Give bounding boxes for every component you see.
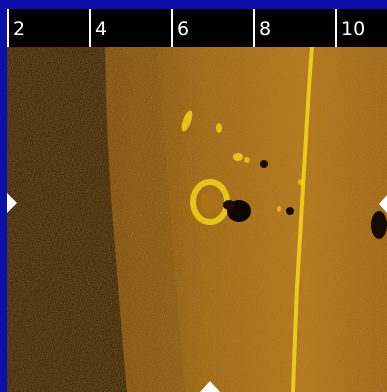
- range-ruler: 2 4 6 8 10: [7, 9, 387, 47]
- small-shadow: [260, 160, 268, 168]
- ruler-tick-10: [335, 9, 337, 47]
- small-return: [181, 110, 193, 132]
- small-return: [233, 153, 243, 161]
- small-shadow: [286, 207, 294, 215]
- ruler-label-2: 2: [13, 18, 26, 40]
- ruler-tick-8: [253, 9, 255, 47]
- ruler-tick-6: [171, 9, 173, 47]
- sonar-canvas: [7, 47, 387, 392]
- ruler-label-10: 10: [341, 18, 366, 40]
- ruler-tick-4: [89, 9, 91, 47]
- ruler-label-8: 8: [259, 18, 272, 40]
- small-return: [298, 179, 304, 185]
- ruler-label-4: 4: [95, 18, 108, 40]
- right-position-marker: [379, 195, 387, 213]
- small-return: [216, 123, 222, 133]
- shadow-blob-small: [223, 200, 235, 210]
- ruler-tick-2: [7, 9, 9, 47]
- ruler-label-6: 6: [177, 18, 190, 40]
- bottom-position-marker: [200, 381, 220, 392]
- small-return: [277, 206, 281, 212]
- edge-shadow: [371, 211, 387, 239]
- left-position-marker: [7, 193, 17, 213]
- sidescan-sonar-image[interactable]: [7, 47, 387, 392]
- vertical-bright-line: [291, 47, 314, 392]
- small-return: [244, 157, 250, 163]
- ring-target-core: [201, 191, 219, 213]
